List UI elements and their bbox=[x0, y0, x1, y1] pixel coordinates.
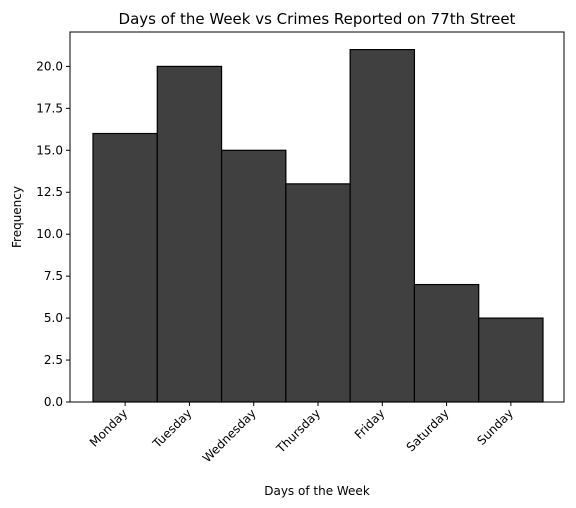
y-axis-label: Frequency bbox=[10, 186, 24, 248]
x-tick-label-wednesday: Wednesday bbox=[200, 406, 259, 465]
x-tick-label-friday: Friday bbox=[352, 406, 388, 442]
x-axis-label: Days of the Week bbox=[264, 484, 370, 498]
bar-wednesday bbox=[220, 149, 287, 403]
bar-friday bbox=[349, 49, 416, 403]
bar-thursday bbox=[285, 183, 351, 403]
plot-frame bbox=[69, 31, 565, 403]
y-tick-label: 5.0 bbox=[44, 311, 63, 325]
chart-title: Days of the Week vs Crimes Reported on 7… bbox=[119, 10, 516, 28]
y-tick-label: 20.0 bbox=[36, 59, 63, 73]
x-tick-label-tuesday: Tuesday bbox=[149, 406, 194, 451]
x-tick-label-saturday: Saturday bbox=[404, 406, 452, 454]
y-tick-label: 0.0 bbox=[44, 395, 63, 409]
y-tick-label: 17.5 bbox=[36, 101, 63, 115]
y-tick-label: 7.5 bbox=[44, 269, 63, 283]
y-tick-label: 15.0 bbox=[36, 143, 63, 157]
x-tick-label-thursday: Thursday bbox=[273, 406, 323, 456]
bar-monday bbox=[92, 132, 158, 403]
y-tick-label: 10.0 bbox=[36, 227, 63, 241]
bar-tuesday bbox=[156, 65, 223, 403]
bar-saturday bbox=[413, 283, 480, 403]
y-tick-label: 12.5 bbox=[36, 185, 63, 199]
x-tick-label-monday: Monday bbox=[87, 406, 130, 449]
y-tick-label: 2.5 bbox=[44, 353, 63, 367]
bar-sunday bbox=[478, 317, 544, 403]
x-tick-label-sunday: Sunday bbox=[474, 406, 516, 448]
